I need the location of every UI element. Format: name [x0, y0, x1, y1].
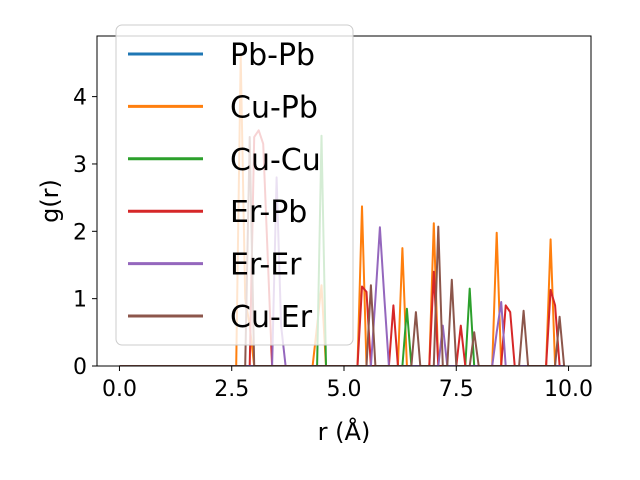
- legend-label-er-er: Er-Er: [230, 248, 302, 283]
- x-axis-label: r (Å): [318, 417, 371, 446]
- legend-label-cu-cu: Cu-Cu: [230, 143, 321, 178]
- y-tick-label: 0: [73, 355, 87, 380]
- y-tick-label: 4: [73, 86, 87, 111]
- legend-label-cu-pb: Cu-Pb: [230, 90, 318, 125]
- x-tick-label: 5.0: [327, 377, 362, 402]
- x-tick-label: 2.5: [214, 377, 249, 402]
- y-tick-label: 3: [73, 153, 87, 178]
- legend-label-pb-pb: Pb-Pb: [230, 38, 315, 73]
- x-tick-label: 10.0: [544, 377, 593, 402]
- ticks-layer: 0.0 2.5 5.0 7.5 10.0 0 1 2 3 4: [73, 86, 593, 402]
- series-line-cu-er: [119, 136, 566, 366]
- x-tick-label: 7.5: [439, 377, 474, 402]
- y-tick-label: 2: [73, 220, 87, 245]
- legend: Pb-Pb Cu-Pb Cu-Cu Er-Pb Er-Er Cu-Er: [115, 24, 354, 346]
- legend-box: [115, 24, 354, 346]
- y-tick-label: 1: [73, 288, 87, 313]
- x-tick-label: 0.0: [102, 377, 137, 402]
- legend-label-cu-er: Cu-Er: [230, 300, 313, 335]
- legend-label-er-pb: Er-Pb: [230, 195, 307, 230]
- y-axis-label: g(r): [36, 179, 64, 223]
